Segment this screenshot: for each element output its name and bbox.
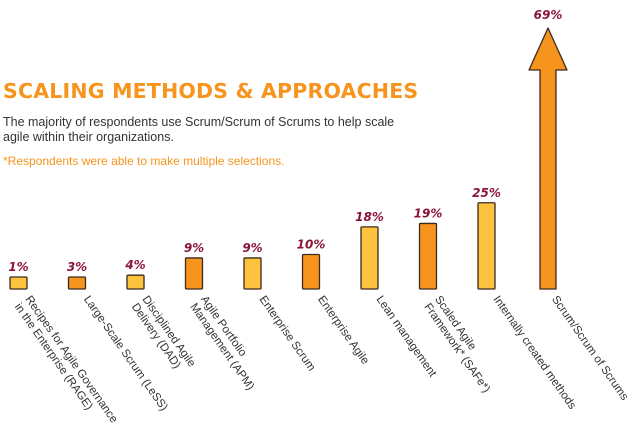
value-label-7: 18% <box>355 210 384 224</box>
value-label-6: 10% <box>297 238 326 252</box>
value-label-5: 9% <box>242 241 262 255</box>
bar-5 <box>243 257 262 290</box>
value-label-1: 1% <box>8 260 28 274</box>
value-label-8: 19% <box>414 206 443 220</box>
bar-3 <box>126 274 145 290</box>
bar-2 <box>67 276 87 290</box>
value-label-4: 9% <box>184 241 204 255</box>
bar-9 <box>477 202 496 290</box>
chart-title: SCALING METHODS & APPROACHES <box>3 79 419 103</box>
bar-7 <box>360 226 379 290</box>
value-label-9: 25% <box>472 186 501 200</box>
bar-1 <box>9 276 28 290</box>
category-label-4: Agile PortfolioManagement (APM) <box>187 294 267 393</box>
value-label-10: 69% <box>534 8 563 22</box>
bar-4 <box>184 257 204 290</box>
bar-6 <box>301 253 321 290</box>
category-label-6: Enterprise Agile <box>315 294 371 367</box>
value-label-3: 4% <box>124 258 145 272</box>
category-label-8: Scaled AgileFramework* (SAFe*) <box>421 294 502 395</box>
category-label-5: Enterprise Scrum <box>257 294 318 374</box>
bar-10-arrow <box>528 27 568 290</box>
chart-subtitle: The majority of respondents use Scrum/Sc… <box>3 115 395 144</box>
multiple-selection-note: *Respondents were able to make multiple … <box>3 154 285 168</box>
bar-8 <box>418 222 438 290</box>
value-label-2: 3% <box>67 260 87 274</box>
